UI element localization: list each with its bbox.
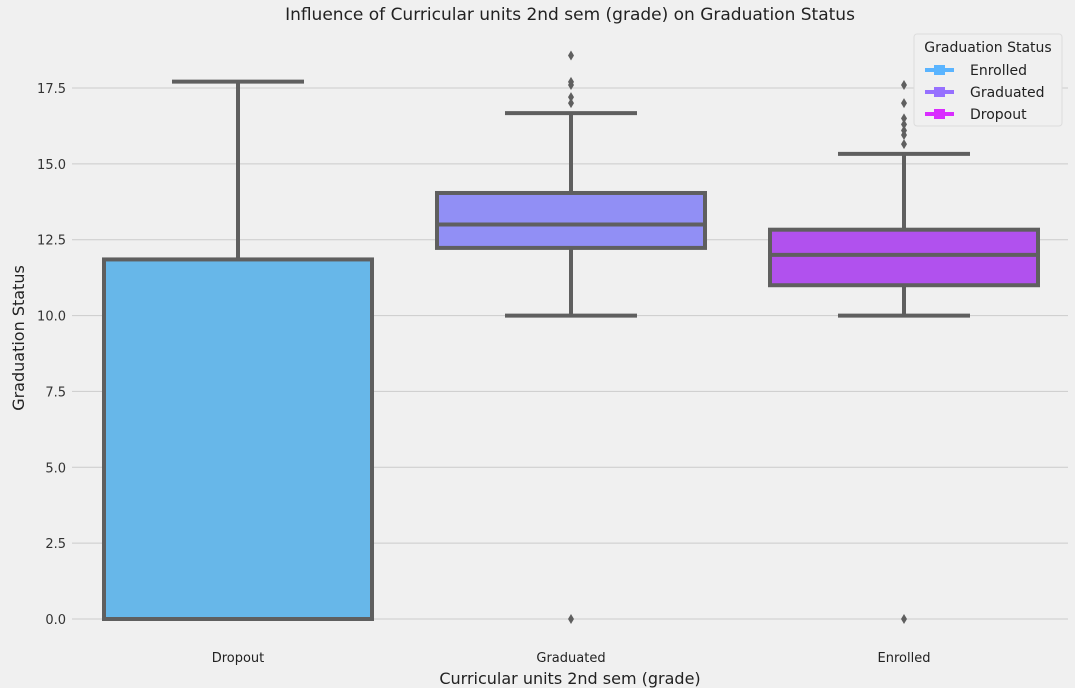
y-tick-label: 7.5 bbox=[45, 385, 66, 400]
y-tick-label: 12.5 bbox=[37, 234, 66, 249]
legend-label: Enrolled bbox=[970, 63, 1027, 79]
y-tick-label: 10.0 bbox=[37, 310, 66, 325]
legend-title: Graduation Status bbox=[924, 40, 1051, 56]
chart-title: Influence of Curricular units 2nd sem (g… bbox=[285, 5, 855, 25]
outlier-point bbox=[568, 50, 574, 61]
outlier-point bbox=[901, 98, 907, 109]
outlier-point bbox=[568, 92, 574, 103]
y-tick-label: 5.0 bbox=[45, 461, 66, 476]
legend-frame bbox=[913, 33, 1063, 127]
y-tick-label: 2.5 bbox=[45, 537, 66, 552]
outlier-point bbox=[568, 76, 574, 87]
legend-label: Dropout bbox=[970, 107, 1027, 123]
y-axis-label: Graduation Status bbox=[9, 265, 28, 411]
outlier-point bbox=[901, 119, 907, 130]
box-graduated bbox=[435, 50, 707, 624]
iqr-box bbox=[768, 227, 1040, 288]
legend-label: Graduated bbox=[970, 85, 1045, 101]
y-tick-label: 0.0 bbox=[45, 613, 66, 628]
legend-marker bbox=[934, 65, 945, 75]
outlier-point bbox=[901, 139, 907, 150]
legend-marker bbox=[934, 87, 945, 97]
outlier-point bbox=[901, 614, 907, 624]
box-dropout bbox=[102, 79, 374, 621]
box-enrolled bbox=[768, 79, 1040, 624]
iqr-box bbox=[102, 257, 374, 621]
legend: Graduation Status Enrolled Graduated Dropo… bbox=[913, 33, 1063, 127]
x-tick-label: Dropout bbox=[212, 651, 265, 666]
outlier-point bbox=[901, 125, 907, 136]
outlier-point bbox=[901, 113, 907, 124]
x-tick-label: Graduated bbox=[536, 651, 605, 666]
x-tick-label: Enrolled bbox=[878, 651, 931, 666]
outlier-point bbox=[568, 98, 574, 109]
y-tick-label: 15.0 bbox=[37, 158, 66, 173]
outlier-point bbox=[568, 614, 574, 624]
x-axis-label: Curricular units 2nd sem (grade) bbox=[439, 669, 700, 688]
iqr-box bbox=[435, 190, 707, 250]
legend-marker bbox=[934, 109, 945, 119]
outlier-point bbox=[901, 79, 907, 90]
y-tick-label: 17.5 bbox=[37, 82, 66, 97]
